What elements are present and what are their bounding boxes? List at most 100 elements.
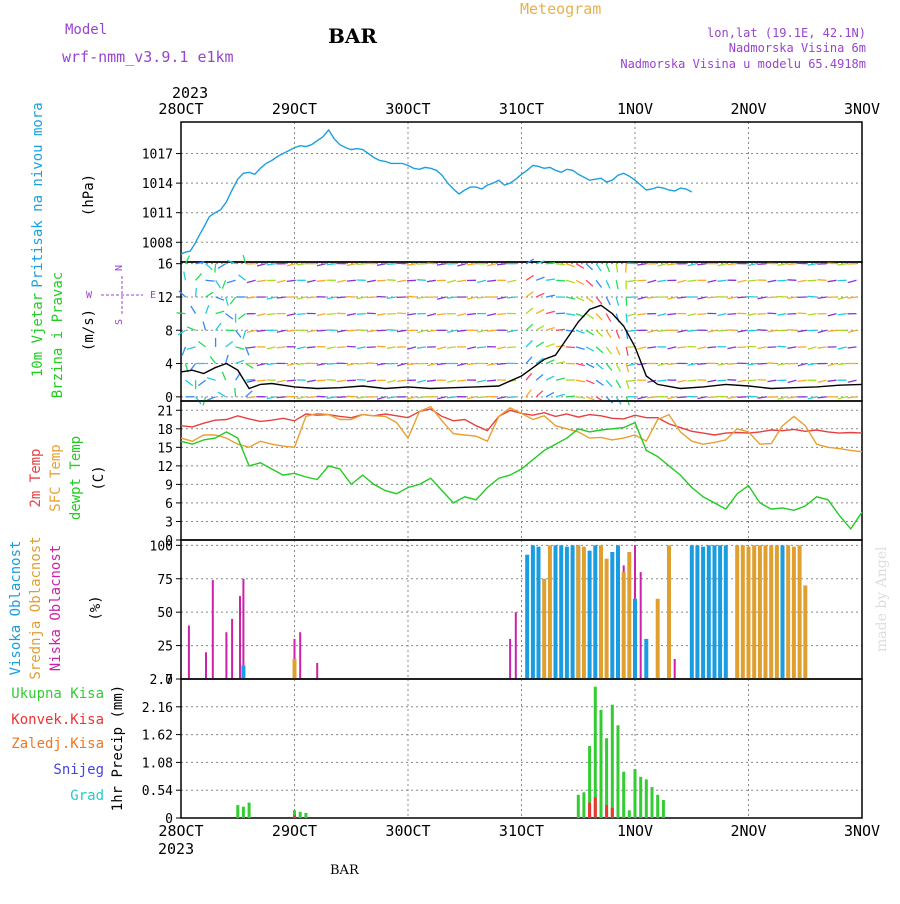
wind-arrow xyxy=(198,342,205,347)
low_cloud-bar xyxy=(299,632,301,679)
y-tick-label: 6 xyxy=(165,497,173,512)
wind-arrow xyxy=(497,347,506,349)
mid_cloud-bar xyxy=(627,552,631,679)
wind-arrow xyxy=(477,280,486,282)
wind-arrow xyxy=(667,364,676,365)
wind-arrow xyxy=(767,297,776,298)
wind-arrow xyxy=(626,364,628,373)
time-label-bottom: 30OCT xyxy=(385,822,430,840)
wind-arrow xyxy=(808,314,817,315)
wind-arrow xyxy=(687,380,696,381)
wind-arrow xyxy=(216,323,221,330)
wind-arrow xyxy=(566,347,575,348)
wind-arrow xyxy=(596,280,602,287)
wind-arrow xyxy=(226,355,229,364)
wind-arrow xyxy=(307,280,316,282)
wind-arrow xyxy=(626,347,628,356)
wind-arrow xyxy=(467,347,476,349)
wind-arrow xyxy=(526,292,533,297)
wind-arrow xyxy=(576,397,585,398)
wind-arrow xyxy=(576,297,584,301)
wind-arrow xyxy=(727,264,736,265)
high_cloud-bar xyxy=(718,545,722,679)
wind-arrow xyxy=(738,280,747,282)
time-label-bottom: 29OCT xyxy=(272,822,317,840)
low_cloud-bar xyxy=(515,612,517,679)
wind-arrow xyxy=(738,380,747,382)
pressure-ylabel-name: Pritisak na nivou mora xyxy=(30,102,46,287)
wind-arrow xyxy=(526,324,533,330)
wind-arrow xyxy=(828,380,837,381)
wind-arrow xyxy=(347,396,356,397)
time-label-bottom: 3NOV xyxy=(844,822,880,840)
wind-arrow xyxy=(497,314,506,315)
mid_cloud-bar xyxy=(622,572,626,679)
wind-arrow xyxy=(616,347,620,355)
low_cloud-bar xyxy=(242,579,244,679)
mid_cloud-bar xyxy=(605,559,609,679)
wind-arrow xyxy=(546,376,554,380)
wind-arrow xyxy=(236,347,245,350)
wind-arrow xyxy=(767,347,776,348)
wind-arrow xyxy=(317,314,326,316)
low_cloud-bar xyxy=(674,659,676,679)
wind-arrow xyxy=(427,263,436,264)
elevation-label: Nadmorska Visina 6m xyxy=(729,41,866,55)
y-tick-label: 1017 xyxy=(142,148,173,163)
wind-arrow xyxy=(367,330,376,332)
wind-arrow xyxy=(367,380,376,381)
mid_cloud-bar xyxy=(764,545,768,679)
wind-arrow xyxy=(267,347,276,349)
wind-arrow xyxy=(677,347,686,348)
wind-arrow xyxy=(226,342,233,347)
wind-arrow xyxy=(235,388,236,397)
high_cloud-bar xyxy=(559,545,563,679)
wind-arrow xyxy=(182,347,185,355)
low_cloud-bar xyxy=(640,572,642,679)
wind-arrow xyxy=(808,264,817,266)
wind-arrow xyxy=(367,363,376,364)
wind-arrow xyxy=(210,356,215,363)
wind-arrow xyxy=(216,311,225,314)
wind-arrow xyxy=(277,380,286,382)
wind-arrow xyxy=(616,380,621,388)
wind-arrow xyxy=(206,292,214,297)
wind-arrow xyxy=(238,314,245,319)
location-label: lon,lat (19.1E, 42.1N) xyxy=(707,26,866,40)
wind-arrow xyxy=(257,330,266,331)
wind-arrow xyxy=(367,313,376,314)
wind-arrow xyxy=(407,296,416,297)
wind-arrow xyxy=(556,264,565,265)
wind-arrow xyxy=(698,397,707,399)
y-tick-label: 100 xyxy=(150,539,173,554)
low_cloud-bar xyxy=(231,619,233,679)
wind-arrow xyxy=(778,364,787,366)
wind-arrow xyxy=(556,378,565,380)
wind-arrow xyxy=(546,311,555,313)
wind-arrow xyxy=(507,347,516,348)
wind-ylabel-unit: (m/s) xyxy=(81,309,97,351)
total_rain-bar xyxy=(236,805,239,818)
wind-arrow xyxy=(768,380,777,381)
mid_cloud-bar xyxy=(769,545,773,679)
conv_rain-bar xyxy=(611,808,614,818)
wind-arrow xyxy=(788,297,797,299)
wind-arrow xyxy=(317,330,326,331)
wind-arrow xyxy=(758,347,767,349)
y-tick-label: 25 xyxy=(157,640,173,655)
wind-arrow xyxy=(747,330,756,331)
wind-arrow xyxy=(307,297,316,298)
wind-arrow xyxy=(487,380,496,381)
total_rain-bar xyxy=(582,792,585,818)
high_cloud-bar xyxy=(537,547,541,679)
wind-arrow xyxy=(667,264,676,265)
wind-arrow xyxy=(677,297,686,298)
y-tick-label: 1008 xyxy=(142,236,173,251)
wind-arrow xyxy=(190,364,196,371)
wind-arrow xyxy=(267,264,276,265)
mid_cloud-bar xyxy=(741,545,745,679)
wind-arrow xyxy=(184,272,186,281)
wind-arrow xyxy=(637,314,646,315)
